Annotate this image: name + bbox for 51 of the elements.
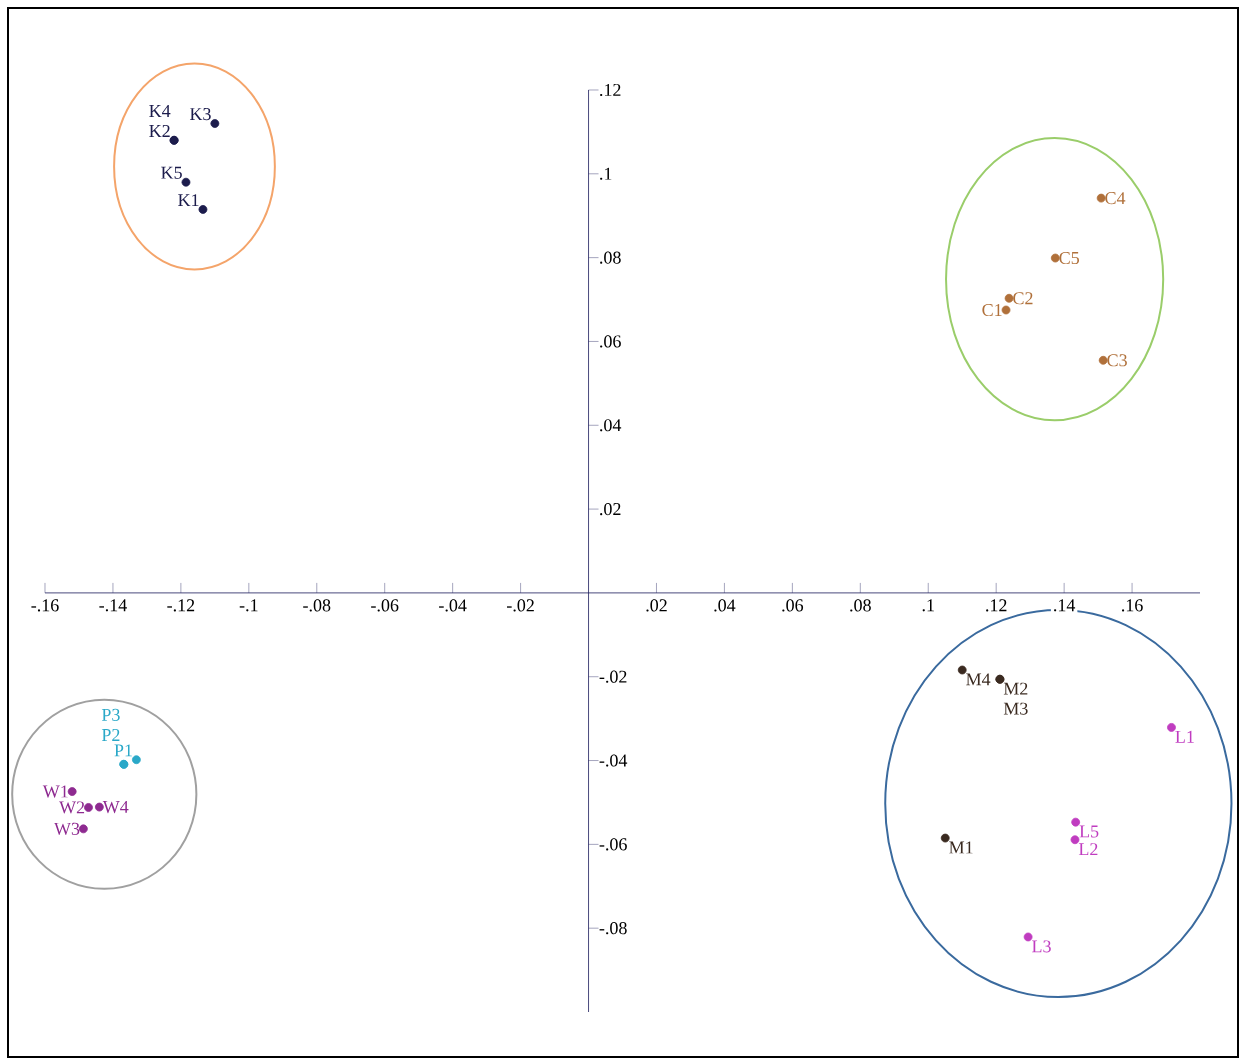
annotation: K4	[149, 105, 171, 117]
x-tick-label: -.12	[167, 599, 195, 612]
annotation: P3	[101, 708, 120, 721]
annotation: K3	[189, 108, 211, 121]
y-tick-label: -.04	[599, 754, 628, 767]
annotation: P2	[101, 728, 120, 741]
annotation: C3	[1107, 354, 1127, 367]
x-tick-label: -.16	[31, 599, 59, 612]
annotation: L3	[1032, 940, 1051, 953]
x-tick-label: -.06	[371, 599, 399, 612]
x-tick-label: .04	[714, 599, 736, 612]
y-tick-label: .12	[600, 83, 621, 97]
x-tick-label: .08	[850, 599, 871, 612]
annotation: C1	[982, 303, 1002, 317]
x-tick-label: .14	[1054, 599, 1076, 612]
annotation: W3	[54, 822, 80, 835]
y-tick-label: -.08	[599, 922, 627, 935]
y-tick-label: .02	[600, 502, 621, 516]
x-tick-label: .12	[986, 599, 1007, 612]
x-tick-label: .16	[1122, 599, 1143, 612]
annotation: W1	[42, 785, 68, 798]
y-tick-label: .08	[600, 251, 621, 264]
annotation: C2	[1013, 292, 1033, 305]
annotation: W2	[59, 801, 85, 814]
y-tick-label: .04	[600, 419, 622, 432]
annotation: W4	[102, 800, 129, 814]
annotation: K2	[149, 124, 170, 137]
annotation: M1	[949, 841, 973, 854]
annotation: L5	[1079, 825, 1099, 838]
annotation: K5	[161, 166, 182, 179]
annotation: M4	[966, 673, 991, 686]
x-tick-label: -.14	[99, 599, 127, 612]
annotation: K1	[178, 194, 199, 207]
y-tick-label: -.06	[599, 838, 627, 851]
y-tick-label: -.02	[599, 670, 627, 683]
x-tick-label: .06	[782, 599, 804, 612]
annotation: C4	[1105, 192, 1126, 205]
x-tick-label: -.1	[239, 599, 258, 612]
x-tick-label: .02	[646, 599, 667, 612]
annotation: M2	[1003, 682, 1028, 695]
x-tick-label: -.04	[439, 599, 467, 612]
annotation: L1	[1175, 730, 1194, 743]
annotation: P1	[114, 744, 132, 757]
annotation: L2	[1078, 843, 1098, 856]
y-tick-label: .1	[600, 167, 612, 180]
x-tick-label: -.08	[303, 599, 331, 612]
x-tick-label: .1	[922, 599, 934, 612]
y-tick-label: .06	[600, 335, 621, 348]
x-tick-label: -.02	[507, 599, 534, 612]
annotation: C5	[1059, 252, 1080, 265]
annotation: M3	[1003, 702, 1028, 715]
